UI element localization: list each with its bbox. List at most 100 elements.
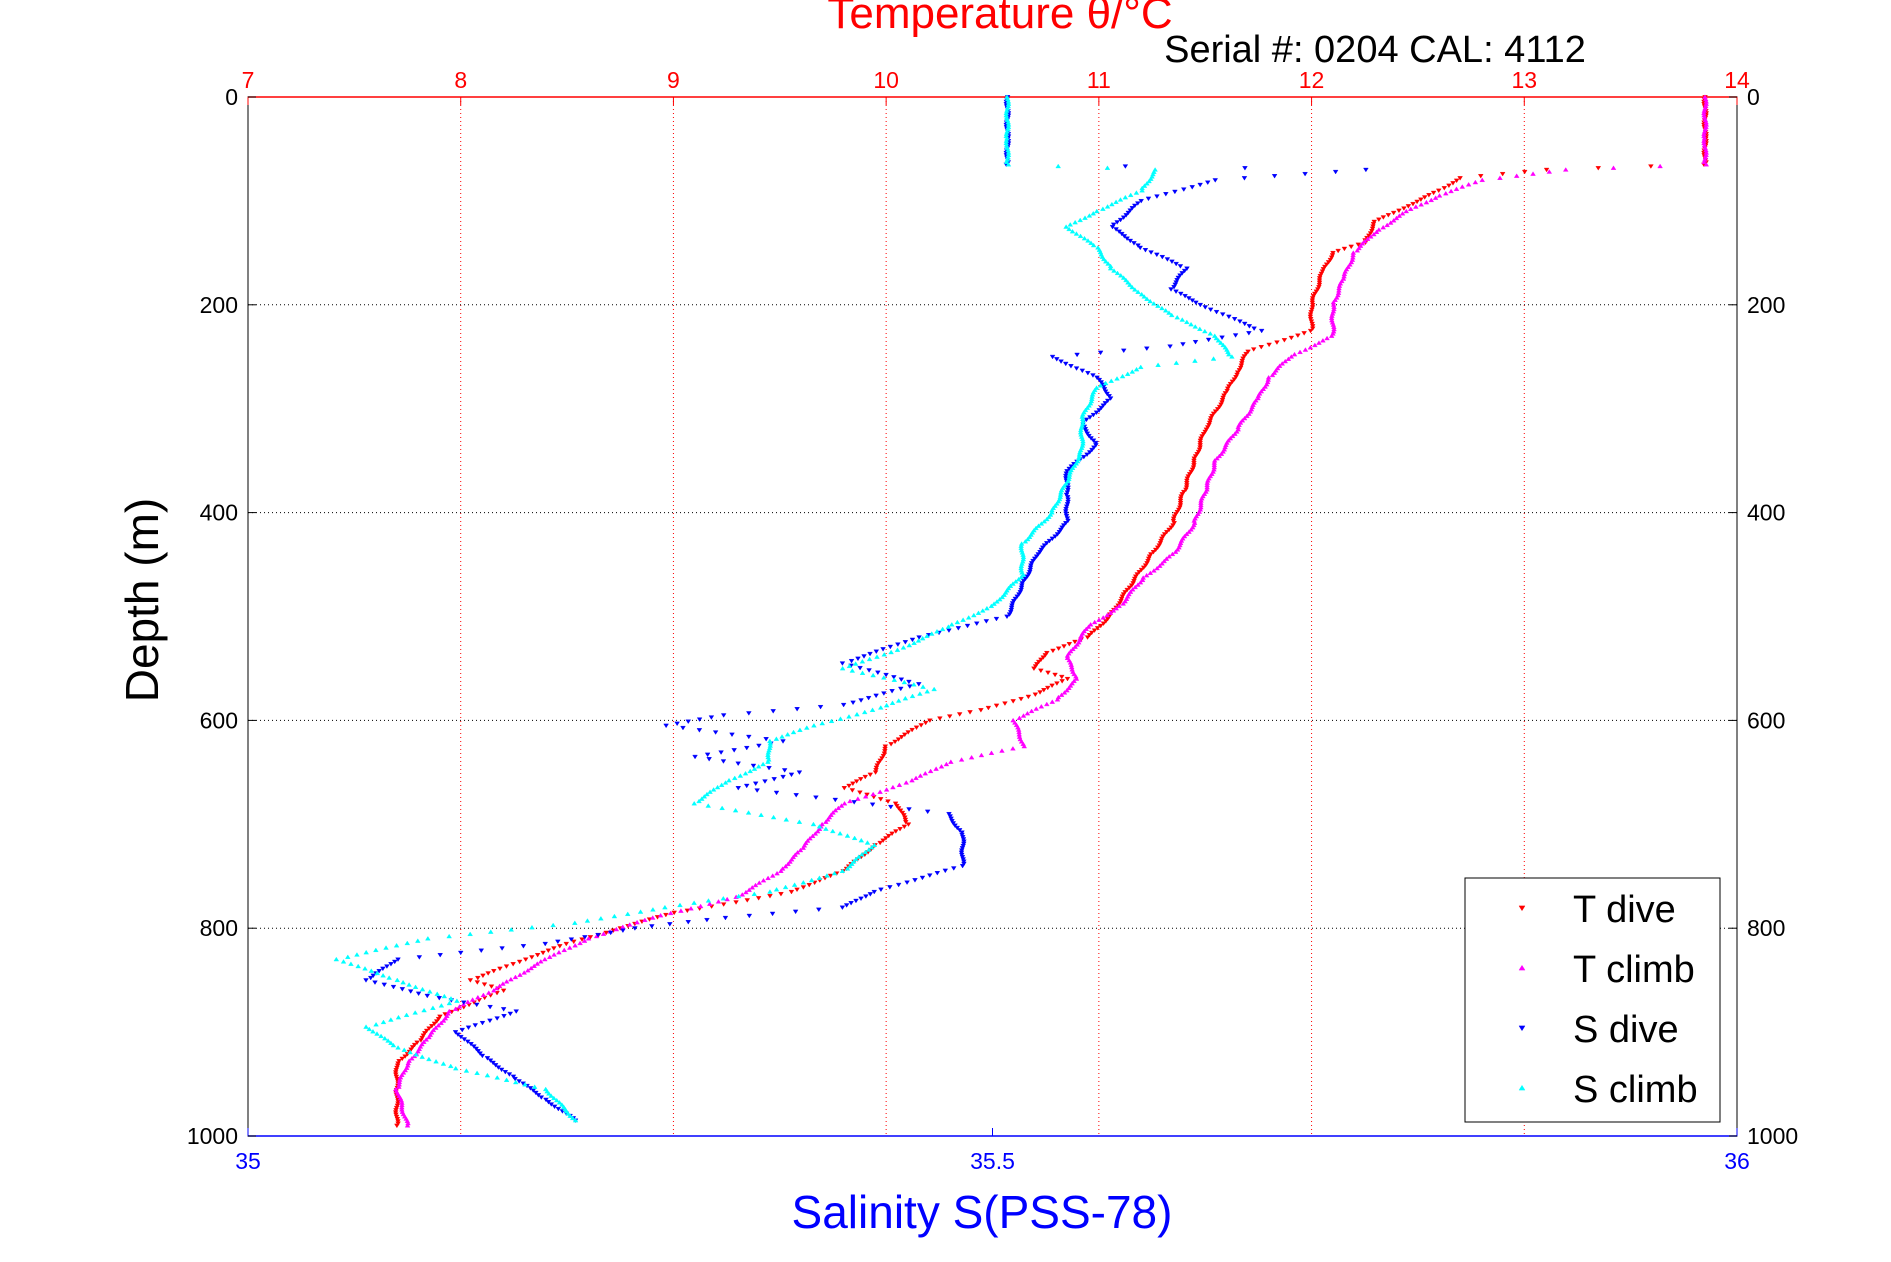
data-point bbox=[956, 828, 963, 833]
data-point bbox=[427, 989, 433, 994]
data-point bbox=[1018, 587, 1024, 593]
data-point bbox=[906, 807, 912, 812]
data-point bbox=[1013, 579, 1019, 584]
data-point bbox=[949, 622, 955, 627]
data-point bbox=[1241, 354, 1248, 359]
data-point bbox=[848, 659, 855, 664]
data-point bbox=[898, 735, 905, 740]
data-point bbox=[1370, 224, 1376, 229]
data-point bbox=[874, 654, 880, 659]
data-point bbox=[938, 764, 945, 769]
data-point bbox=[1074, 352, 1080, 358]
data-point bbox=[934, 871, 941, 876]
data-point bbox=[383, 945, 389, 950]
legend-marker bbox=[1518, 1025, 1526, 1032]
data-point bbox=[1142, 248, 1149, 253]
data-point bbox=[555, 939, 561, 945]
data-point bbox=[395, 1101, 401, 1106]
data-point bbox=[1396, 208, 1402, 214]
data-point bbox=[447, 1063, 454, 1069]
data-point bbox=[1181, 187, 1187, 192]
data-point bbox=[831, 870, 838, 876]
data-point bbox=[873, 765, 880, 771]
data-point bbox=[565, 1111, 571, 1116]
data-point bbox=[879, 756, 885, 761]
data-point bbox=[720, 713, 727, 718]
data-point bbox=[988, 750, 995, 755]
data-point bbox=[1119, 594, 1126, 599]
data-point bbox=[1118, 596, 1125, 602]
data-point bbox=[1206, 420, 1213, 426]
data-point bbox=[895, 698, 902, 703]
data-point bbox=[830, 828, 836, 834]
data-point bbox=[1191, 460, 1197, 466]
data-point bbox=[744, 898, 751, 903]
data-point bbox=[1188, 527, 1194, 532]
data-point bbox=[859, 851, 865, 857]
data-point bbox=[1049, 536, 1056, 542]
data-point bbox=[1182, 294, 1188, 299]
temperature-tick-label: 14 bbox=[1724, 67, 1750, 93]
data-point bbox=[902, 640, 909, 645]
data-point bbox=[862, 794, 869, 799]
data-point bbox=[1189, 185, 1195, 190]
data-point bbox=[888, 804, 894, 810]
data-point bbox=[1177, 498, 1184, 504]
data-point bbox=[1065, 499, 1071, 505]
data-point bbox=[922, 770, 929, 776]
data-point bbox=[395, 1121, 401, 1126]
data-point bbox=[1316, 282, 1323, 288]
data-point bbox=[1241, 176, 1248, 181]
data-point bbox=[758, 812, 764, 817]
data-point bbox=[909, 637, 916, 643]
data-point bbox=[1173, 289, 1179, 294]
data-point bbox=[585, 936, 592, 941]
legend: T dive T climb S dive S climb bbox=[1464, 877, 1721, 1123]
data-point bbox=[1258, 328, 1265, 334]
data-point bbox=[961, 861, 967, 867]
data-point bbox=[1396, 213, 1403, 218]
data-point bbox=[722, 780, 729, 785]
data-point bbox=[419, 1054, 425, 1059]
data-point bbox=[1081, 454, 1087, 460]
data-point bbox=[960, 857, 966, 862]
data-point bbox=[1077, 217, 1083, 223]
data-point bbox=[492, 1063, 499, 1068]
data-point bbox=[892, 739, 898, 745]
data-point bbox=[890, 784, 896, 790]
data-point bbox=[419, 1035, 425, 1041]
data-point bbox=[705, 803, 712, 808]
data-point bbox=[1198, 436, 1204, 441]
data-point bbox=[1328, 255, 1335, 261]
legend-marker bbox=[1518, 905, 1526, 912]
data-point bbox=[964, 623, 971, 629]
data-point bbox=[1202, 305, 1209, 310]
data-point bbox=[704, 918, 710, 923]
data-point bbox=[729, 732, 735, 738]
data-point bbox=[919, 635, 926, 641]
data-point bbox=[1271, 370, 1278, 375]
data-point bbox=[1093, 410, 1100, 416]
data-point bbox=[889, 700, 896, 705]
data-point bbox=[1208, 416, 1214, 421]
data-point bbox=[1019, 581, 1025, 586]
data-point bbox=[484, 1072, 491, 1078]
data-point bbox=[813, 795, 819, 800]
data-point bbox=[808, 877, 815, 883]
data-point bbox=[931, 686, 937, 692]
data-point bbox=[961, 841, 967, 847]
data-point bbox=[830, 810, 836, 815]
data-marks bbox=[333, 94, 1710, 1129]
data-point bbox=[1163, 192, 1169, 197]
data-point bbox=[1005, 161, 1012, 167]
temperature-tick-label: 8 bbox=[454, 67, 467, 93]
depth-tick-label-left: 1000 bbox=[187, 1123, 238, 1149]
data-point bbox=[883, 787, 890, 792]
data-point bbox=[911, 640, 917, 645]
data-point bbox=[800, 885, 807, 890]
data-point bbox=[388, 962, 394, 967]
data-point bbox=[433, 1059, 439, 1064]
data-point bbox=[811, 723, 817, 728]
data-point bbox=[954, 825, 960, 831]
data-point bbox=[850, 700, 856, 706]
